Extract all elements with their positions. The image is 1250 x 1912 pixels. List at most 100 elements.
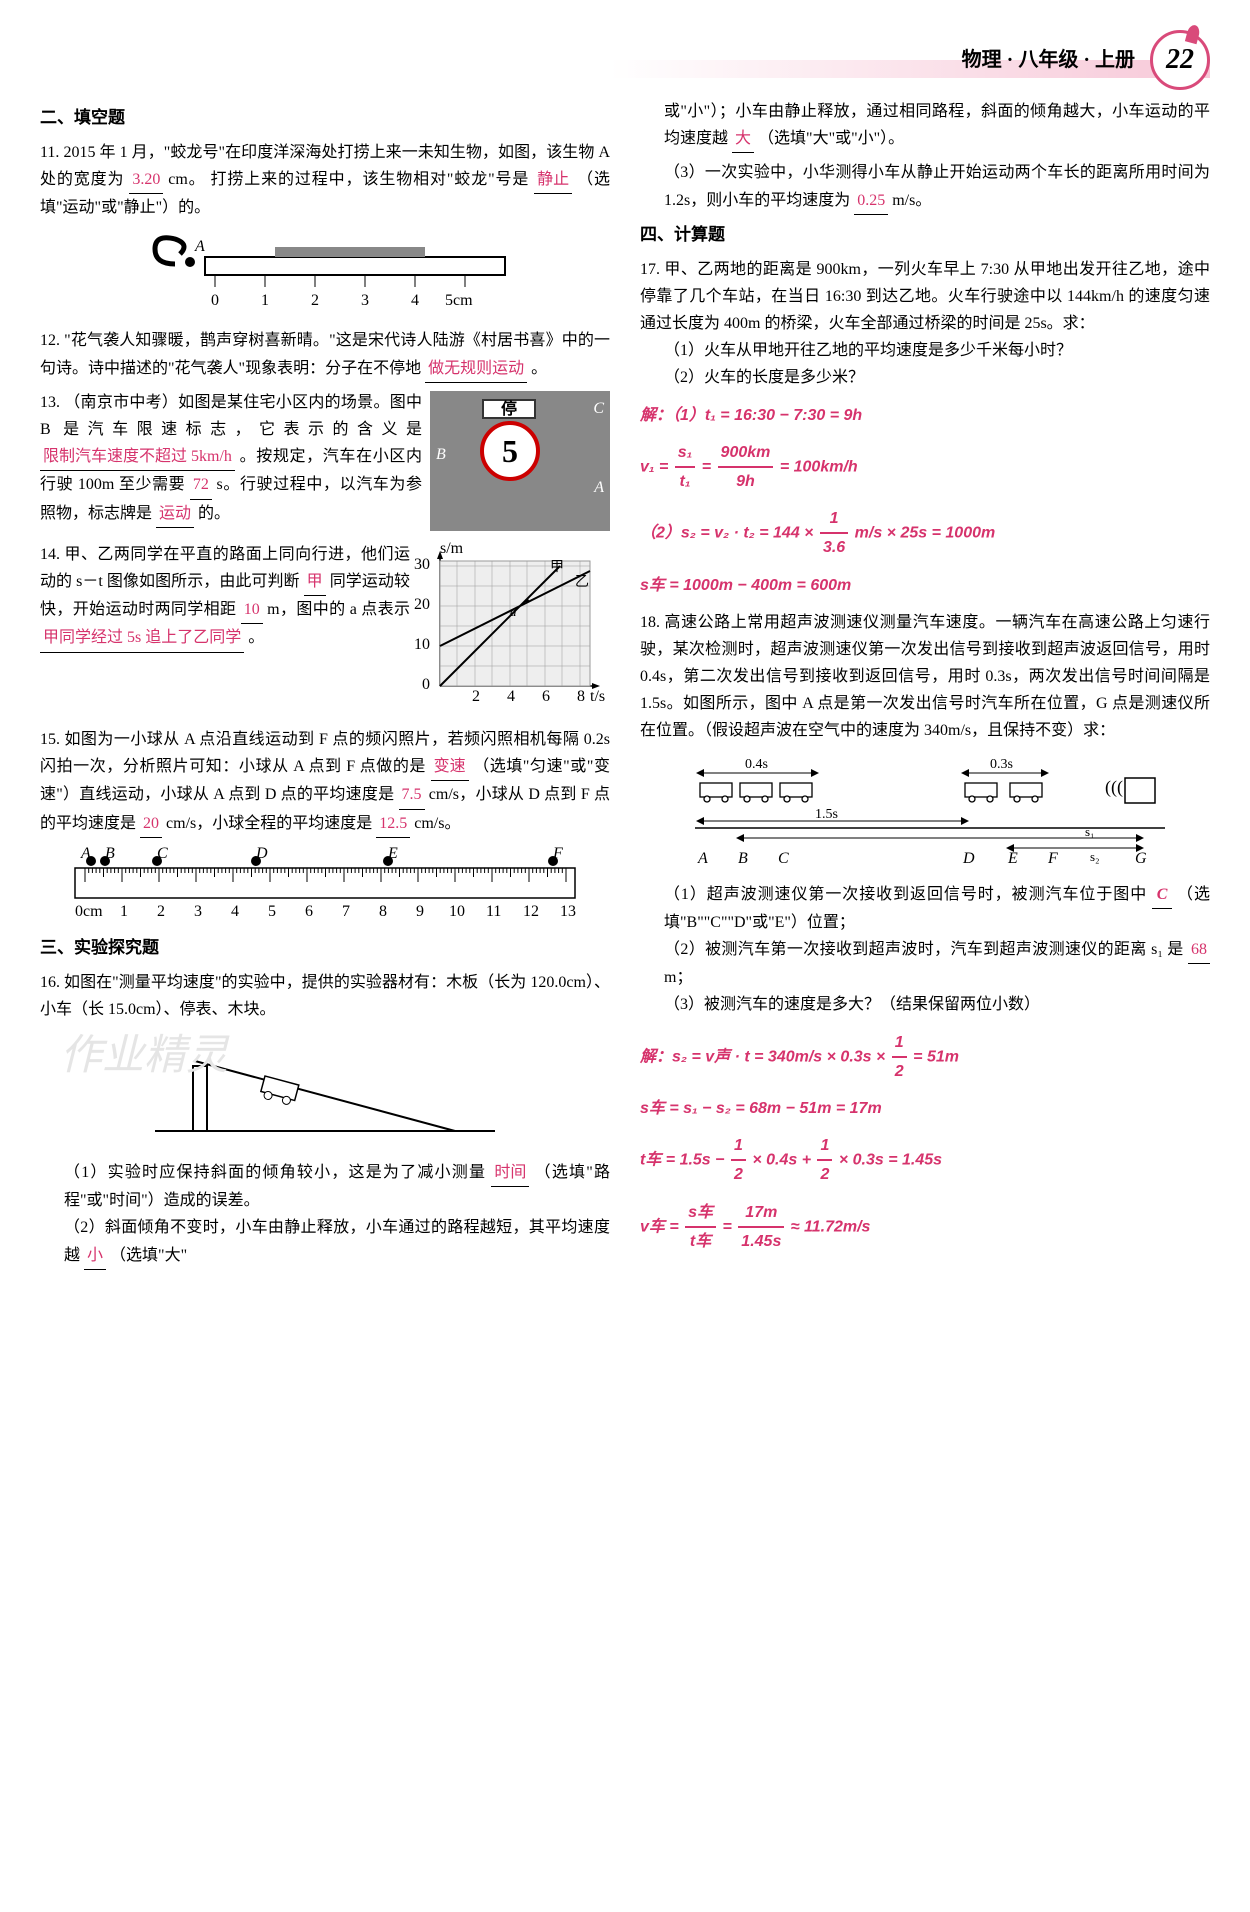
svg-text:3: 3 xyxy=(194,903,202,920)
svg-text:20: 20 xyxy=(414,596,430,613)
q13-text-a: 13. （南京市中考）如图是某住宅小区内的场景。图中 B 是汽车限速标志，它表示… xyxy=(40,394,422,438)
svg-text:A: A xyxy=(697,850,708,867)
svg-text:0: 0 xyxy=(211,292,219,309)
q18-diagram: 0.4s 0.3s 1.5s ((( s₁ s₂ A B C D E xyxy=(640,753,1210,873)
svg-text:s₁: s₁ xyxy=(1085,824,1095,839)
question-13: C B A 停 5 13. （南京市中考）如图是某住宅小区内的场景。图中 B 是… xyxy=(40,389,610,535)
page-number: 22 xyxy=(1166,36,1194,84)
q15-text-e: cm/s。 xyxy=(414,815,460,832)
svg-text:A: A xyxy=(80,846,91,862)
svg-text:B: B xyxy=(738,850,748,867)
q17-sol-l2: v₁ = s₁t₁ = 900km9h = 100km/h xyxy=(640,439,1210,495)
q17-text: 17. 甲、乙两地的距离是 900km，一列火车早上 7:30 从甲地出发开往乙… xyxy=(640,261,1210,332)
q17-sol-l1: 解：（1）t₁ = 16:30 − 7:30 = 9h xyxy=(640,402,1210,429)
q14-graph: s/m xyxy=(410,541,610,720)
svg-text:0.4s: 0.4s xyxy=(745,757,768,772)
svg-text:3: 3 xyxy=(361,292,369,309)
q13-ans3: 运动 xyxy=(156,500,194,528)
question-12: 12. "花气袭人知骤暖，鹊声穿树喜新晴。"这是宋代诗人陆游《村居书喜》中的一句… xyxy=(40,327,610,382)
q18-p2-a: （2）被测汽车第一次接收到超声波时，汽车到超声波测速仪的距离 s₁ 是 xyxy=(664,941,1184,958)
svg-text:a: a xyxy=(510,604,517,619)
q15-text-d: cm/s，小球全程的平均速度是 xyxy=(166,815,372,832)
q15-ans3: 20 xyxy=(140,810,162,838)
question-18: 18. 高速公路上常用超声波测速仪测量汽车速度。一辆汽车在高速公路上匀速行驶，某… xyxy=(640,609,1210,1255)
q16-ans4: 0.25 xyxy=(854,187,888,215)
q15-ruler-figure: A B C D E F 0cm 1 2 3 4 5 6 7 8 9 10 11 … xyxy=(40,846,610,926)
svg-text:8: 8 xyxy=(379,903,387,920)
page-header: 物理 · 八年级 · 上册 22 xyxy=(40,30,1210,90)
svg-text:1.5s: 1.5s xyxy=(815,807,838,822)
svg-text:7: 7 xyxy=(342,903,350,920)
q16-incline-figure: 作业精灵 xyxy=(40,1031,610,1151)
svg-text:1: 1 xyxy=(261,292,269,309)
svg-text:C: C xyxy=(157,846,168,862)
left-column: 二、填空题 11. 2015 年 1 月，"蛟龙号"在印度洋深海处打捞上来一未知… xyxy=(40,98,610,1276)
q14-ans3: 甲同学经过 5s 追上了乙同学 xyxy=(40,624,244,652)
q13-ans2: 72 xyxy=(190,471,212,499)
q15-ans1: 变速 xyxy=(431,753,469,781)
q17-p1: （1）火车从甲地开往乙地的平均速度是多少千米每小时？ xyxy=(640,337,1210,364)
svg-text:0.3s: 0.3s xyxy=(990,757,1013,772)
speed-limit-sign: 5 xyxy=(480,421,540,481)
q18-text: 18. 高速公路上常用超声波测速仪测量汽车速度。一辆汽车在高速公路上匀速行驶，某… xyxy=(640,614,1210,740)
svg-text:A: A xyxy=(194,238,205,255)
q11-ans2: 静止 xyxy=(534,166,572,194)
q17-p2: （2）火车的长度是多少米？ xyxy=(640,364,1210,391)
q15-ans4: 12.5 xyxy=(376,810,410,838)
q16-ans3: 大 xyxy=(732,125,754,153)
section-fill-title: 二、填空题 xyxy=(40,104,610,133)
question-17: 17. 甲、乙两地的距离是 900km，一列火车早上 7:30 从甲地出发开往乙… xyxy=(640,256,1210,599)
q16-text-a: 16. 如图在"测量平均速度"的实验中，提供的实验器材有：木板（长为 120.0… xyxy=(40,974,610,1018)
q18-sol-l4: v车 = s车t车 = 17m1.45s ≈ 11.72m/s xyxy=(640,1199,1210,1255)
svg-text:11: 11 xyxy=(486,903,501,920)
q14-text-d: 。 xyxy=(248,629,264,646)
header-title: 物理 · 八年级 · 上册 xyxy=(962,43,1135,77)
svg-text:9: 9 xyxy=(416,903,424,920)
svg-text:E: E xyxy=(1007,850,1018,867)
svg-text:t/s: t/s xyxy=(590,688,605,705)
section-calc-title: 四、计算题 xyxy=(640,221,1210,250)
svg-text:s/m: s/m xyxy=(440,541,464,557)
svg-text:C: C xyxy=(778,850,789,867)
question-11: 11. 2015 年 1 月，"蛟龙号"在印度洋深海处打捞上来一未知生物，如图，… xyxy=(40,139,610,320)
svg-text:10: 10 xyxy=(449,903,465,920)
svg-text:D: D xyxy=(255,846,268,862)
svg-text:D: D xyxy=(962,850,975,867)
q15-ans2: 7.5 xyxy=(399,781,425,809)
svg-text:5: 5 xyxy=(268,903,276,920)
svg-text:12: 12 xyxy=(523,903,539,920)
q18-p3: （3）被测汽车的速度是多大？（结果保留两位小数） xyxy=(640,991,1210,1018)
svg-text:8: 8 xyxy=(577,688,585,705)
q18-sol-l2: s车 = s₁ − s₂ = 68m − 51m = 17m xyxy=(640,1095,1210,1122)
q16-p2-d: （选填"大"或"小"）。 xyxy=(758,130,904,147)
q14-text-c: m，图中的 a 点表示 xyxy=(267,601,410,618)
svg-text:E: E xyxy=(387,846,398,862)
svg-text:F: F xyxy=(552,846,563,862)
page-number-badge: 22 xyxy=(1150,30,1210,90)
q12-ans1: 做无规则运动 xyxy=(425,355,527,383)
svg-text:30: 30 xyxy=(414,556,430,573)
q12-text-b: 。 xyxy=(531,360,547,377)
q16-p3-a: （3）一次实验中，小华测得小车从静止开始运动两个车长的距离所用时间为 1.2s，… xyxy=(664,164,1210,208)
svg-text:0cm: 0cm xyxy=(75,903,103,920)
svg-text:4: 4 xyxy=(507,688,515,705)
svg-text:2: 2 xyxy=(311,292,319,309)
svg-text:F: F xyxy=(1047,850,1058,867)
q14-ans2: 10 xyxy=(241,596,263,624)
q18-ans2: 68 xyxy=(1188,936,1210,964)
q18-ans1: C xyxy=(1152,881,1172,909)
svg-text:2: 2 xyxy=(157,903,165,920)
q13-ans1: 限制汽车速度不超过 5km/h xyxy=(40,443,235,471)
svg-text:(((: ((( xyxy=(1105,777,1123,798)
svg-text:13: 13 xyxy=(560,903,576,920)
right-column: 或"小"）；小车由静止释放，通过相同路程，斜面的倾角越大，小车运动的平均速度越 … xyxy=(640,98,1210,1276)
svg-text:0: 0 xyxy=(422,676,430,693)
q17-sol-l3: （2）s₂ = v₂ · t₂ = 144 × 13.6 m/s × 25s =… xyxy=(640,505,1210,561)
svg-text:10: 10 xyxy=(414,636,430,653)
q16-ans2: 小 xyxy=(84,1242,106,1270)
svg-text:s₂: s₂ xyxy=(1090,849,1100,864)
q16-p3: （3）一次实验中，小华测得小车从静止开始运动两个车长的距离所用时间为 1.2s，… xyxy=(640,159,1210,214)
q16-ans1: 时间 xyxy=(491,1159,529,1187)
question-14: s/m xyxy=(40,541,610,720)
svg-text:G: G xyxy=(1135,850,1147,867)
